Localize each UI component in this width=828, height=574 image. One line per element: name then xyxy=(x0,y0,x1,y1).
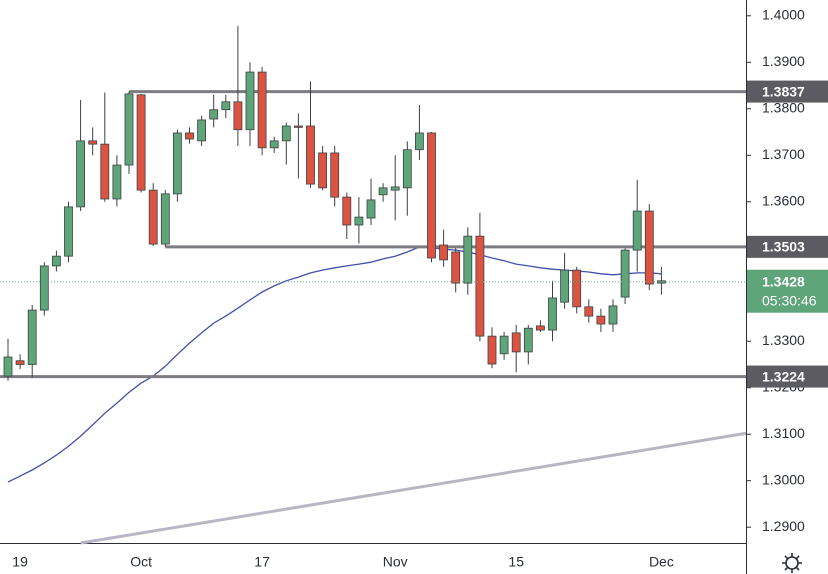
x-tick-label: Nov xyxy=(383,554,408,570)
candle-body xyxy=(269,140,279,149)
candle-body xyxy=(148,189,158,245)
candle-body xyxy=(233,101,243,131)
y-tick-label: 1.3000 xyxy=(762,471,805,487)
trendline xyxy=(80,431,747,545)
candle-body xyxy=(52,255,61,267)
candle-body xyxy=(596,315,606,325)
candle-body xyxy=(39,265,49,311)
y-tick-label: 1.3700 xyxy=(762,146,805,162)
candle-body xyxy=(439,244,449,261)
y-tick-label: 1.3300 xyxy=(762,332,805,348)
candle-body xyxy=(463,235,473,284)
plot-area xyxy=(0,26,747,545)
candle-body xyxy=(390,186,400,191)
candle-body xyxy=(511,332,521,353)
candle-body xyxy=(366,199,376,219)
candle-body xyxy=(257,71,267,149)
candle-body xyxy=(427,132,436,259)
candle-body xyxy=(560,269,569,303)
candle-body xyxy=(293,125,303,128)
candle-body xyxy=(342,196,352,226)
y-tick-label: 1.4000 xyxy=(762,7,805,23)
y-tick-label: 1.2900 xyxy=(762,518,805,534)
candle-body xyxy=(136,94,146,191)
candle-body xyxy=(185,132,194,140)
candle-body xyxy=(64,206,73,257)
candle-body xyxy=(124,93,134,166)
candle-body xyxy=(209,109,219,120)
countdown: 05:30:46 xyxy=(762,292,817,308)
level-label-box xyxy=(747,365,828,388)
candle-body xyxy=(76,140,85,208)
candle-body xyxy=(499,335,509,355)
candle-body xyxy=(27,309,37,365)
candle-body xyxy=(172,132,182,195)
candle-body xyxy=(487,335,497,365)
candle-body xyxy=(318,152,328,189)
candle-body xyxy=(221,101,231,111)
candle-body xyxy=(632,210,642,251)
candle-body xyxy=(88,140,98,145)
candle-body xyxy=(572,269,582,308)
candle-body xyxy=(197,119,207,142)
candle-body xyxy=(523,327,533,353)
gear-teeth[interactable] xyxy=(782,553,802,573)
candle-body xyxy=(281,125,291,142)
candle-body xyxy=(354,216,364,226)
level-label-box xyxy=(747,235,828,258)
candle-body xyxy=(160,193,170,245)
candle-body xyxy=(306,125,315,185)
level-label-box xyxy=(747,80,828,103)
moving-average xyxy=(7,246,662,483)
last-price-label: 1.3428 xyxy=(762,273,805,289)
candle-body xyxy=(402,149,412,189)
candle-body xyxy=(100,143,110,200)
axes: 1.4000 1.3900 1.3800 1.3700 1.3600 1.3300 1.32… xyxy=(12,7,828,570)
candle-body xyxy=(644,210,654,285)
y-tick-label: 1.3100 xyxy=(762,425,805,441)
candle-body xyxy=(584,306,594,317)
candle-body xyxy=(330,152,340,198)
level-label: 1.3503 xyxy=(762,239,805,255)
candle-body xyxy=(608,305,618,325)
candle-body xyxy=(536,325,545,331)
candle-body xyxy=(451,251,461,284)
candle-body xyxy=(3,356,13,377)
y-tick-label: 1.3900 xyxy=(762,53,805,69)
settings-icon[interactable] xyxy=(782,553,802,573)
candle-body xyxy=(245,71,255,131)
y-tick-label: 1.3600 xyxy=(762,192,805,208)
x-tick-label: 17 xyxy=(254,554,270,570)
candle-body xyxy=(15,360,25,365)
x-tick-label: 15 xyxy=(508,554,524,570)
candle-body xyxy=(378,187,388,196)
x-tick-label: 19 xyxy=(12,554,28,570)
candle-body xyxy=(414,132,424,151)
x-tick-label: Oct xyxy=(130,554,152,570)
x-tick-label: Dec xyxy=(649,554,674,570)
candle-body xyxy=(657,280,666,284)
candle-body xyxy=(548,297,557,331)
candle-body xyxy=(620,249,630,298)
candle-body xyxy=(112,164,122,200)
level-label: 1.3224 xyxy=(762,368,805,384)
level-label: 1.3837 xyxy=(762,83,805,99)
last-price-box xyxy=(747,269,828,313)
candle-body xyxy=(475,235,485,337)
y-tick-label: 1.3800 xyxy=(762,99,805,115)
